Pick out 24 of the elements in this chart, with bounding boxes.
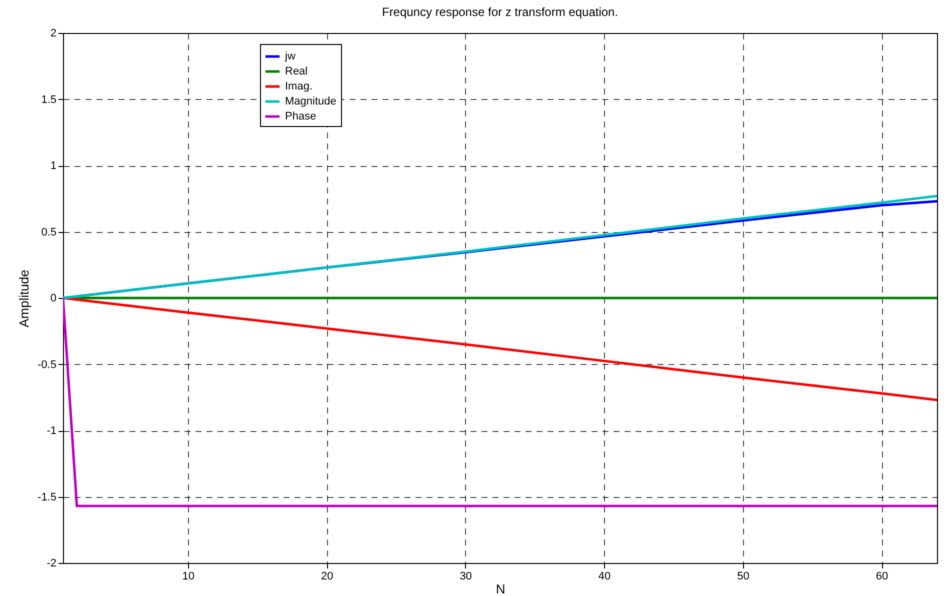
y-tick-label: -0.5 <box>38 358 56 371</box>
x-tick-label: 60 <box>876 570 888 582</box>
x-tick-label: 50 <box>737 570 750 582</box>
y-tick-label: -1.5 <box>38 491 56 504</box>
y-tick-label: 1.5 <box>41 94 56 106</box>
legend-label: jw <box>284 50 296 62</box>
line-series <box>63 296 937 402</box>
y-tick-label: -2 <box>46 558 56 570</box>
x-tick-label: 30 <box>460 570 472 582</box>
x-tick-label: 40 <box>598 570 611 582</box>
legend-label: Magnitude <box>285 96 336 108</box>
y-tick-label: 0.5 <box>41 226 56 238</box>
y-tick-label: 1 <box>50 160 56 172</box>
legend-label: Phase <box>285 110 316 122</box>
legend-label: Real <box>285 66 308 78</box>
x-axis-title: N <box>496 582 506 596</box>
legend-label: Imag. <box>285 80 313 92</box>
y-tick-label: -1 <box>46 425 56 437</box>
x-tick-label: 10 <box>182 570 194 582</box>
y-tick-label: 2 <box>50 28 56 40</box>
x-tick-label: 20 <box>320 570 334 582</box>
chart-title: Frequncy response for z transform equation. <box>382 5 618 19</box>
y-tick-label: 0 <box>50 292 56 304</box>
y-axis-title: Amplitude <box>16 270 32 328</box>
